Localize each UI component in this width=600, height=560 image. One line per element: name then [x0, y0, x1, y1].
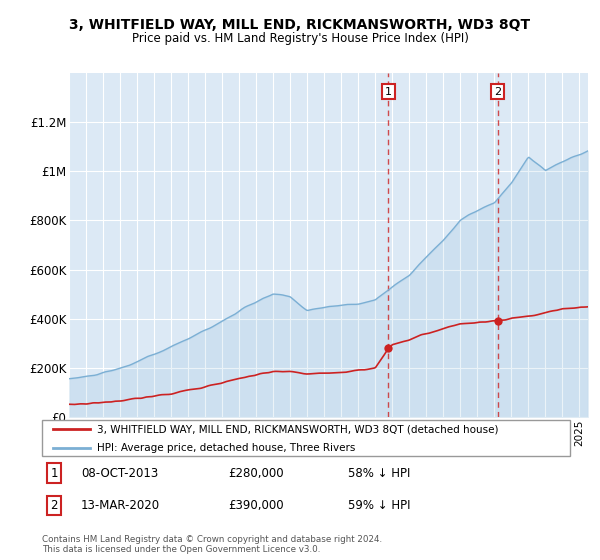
Text: 2: 2 — [50, 499, 58, 512]
Text: £280,000: £280,000 — [228, 466, 284, 480]
Text: 08-OCT-2013: 08-OCT-2013 — [81, 466, 158, 480]
Text: Price paid vs. HM Land Registry's House Price Index (HPI): Price paid vs. HM Land Registry's House … — [131, 32, 469, 45]
Text: £390,000: £390,000 — [228, 499, 284, 512]
Text: 59% ↓ HPI: 59% ↓ HPI — [348, 499, 410, 512]
Text: 1: 1 — [50, 466, 58, 480]
Text: 1: 1 — [385, 87, 392, 96]
Text: 13-MAR-2020: 13-MAR-2020 — [81, 499, 160, 512]
Text: 58% ↓ HPI: 58% ↓ HPI — [348, 466, 410, 480]
Text: 2: 2 — [494, 87, 502, 96]
Text: 3, WHITFIELD WAY, MILL END, RICKMANSWORTH, WD3 8QT: 3, WHITFIELD WAY, MILL END, RICKMANSWORT… — [70, 18, 530, 32]
Text: HPI: Average price, detached house, Three Rivers: HPI: Average price, detached house, Thre… — [97, 444, 356, 454]
Text: 3, WHITFIELD WAY, MILL END, RICKMANSWORTH, WD3 8QT (detached house): 3, WHITFIELD WAY, MILL END, RICKMANSWORT… — [97, 424, 499, 434]
Text: Contains HM Land Registry data © Crown copyright and database right 2024.
This d: Contains HM Land Registry data © Crown c… — [42, 535, 382, 554]
